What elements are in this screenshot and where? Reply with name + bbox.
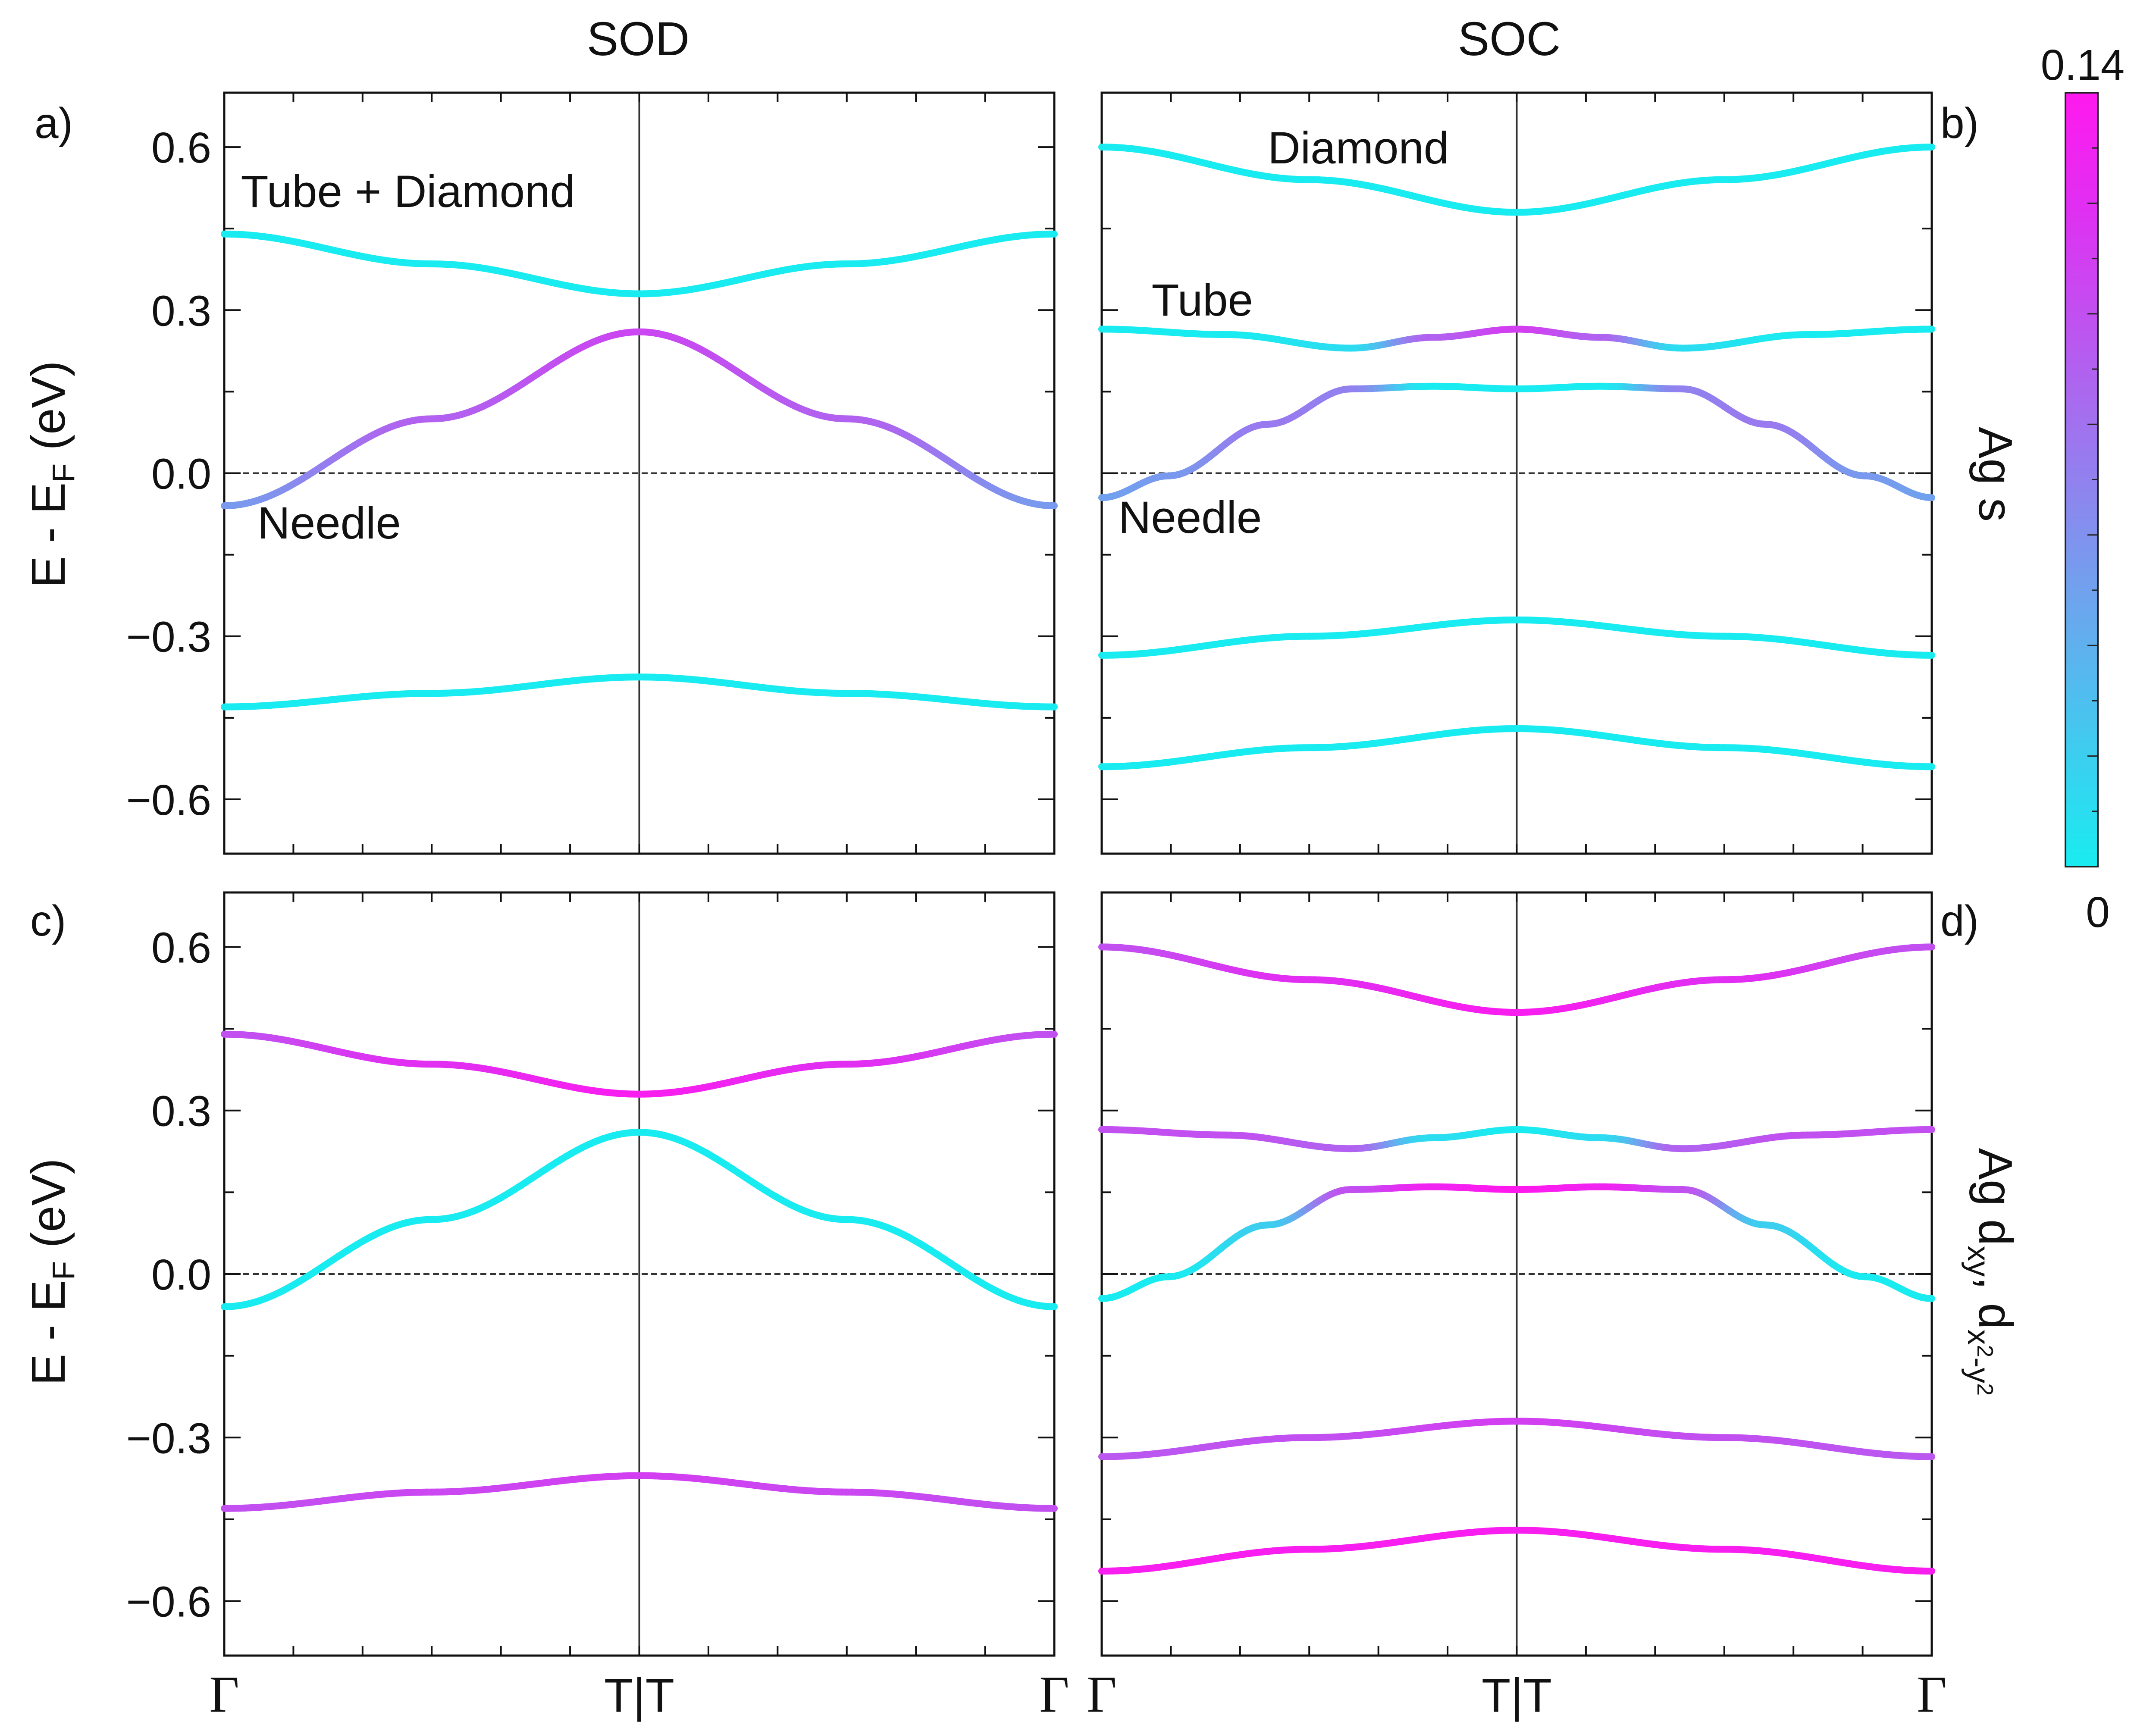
column-title-soc: SOC [1458,13,1561,66]
y-tick-label: 0.6 [151,924,211,972]
band-3 [221,1030,1058,1098]
row-label-d-prefix: Ag d [1969,1148,2022,1246]
row-label-two-a: 2 [1972,1345,1997,1357]
band-3 [1098,1183,1935,1302]
band-1 [1098,1527,1935,1575]
band-segment [1923,494,1935,501]
ylabel-bottom-main: E - E [22,1280,75,1386]
band-annotation: Needle [1119,492,1262,543]
column-title-sod: SOD [587,13,689,66]
x-tick-label: Γ [1039,1666,1069,1723]
band-1 [221,673,1058,711]
panel-d: Γ T|T Γ [1087,891,1947,1723]
band-3 [221,230,1058,297]
panel-label-b: b) [1940,99,1979,147]
panel-label-c: c) [30,897,66,945]
row-label-xy: xy [1961,1246,1996,1277]
y-tick-label: −0.6 [126,1578,211,1626]
y-tick-label: 0.6 [151,124,211,172]
row-label-two-b: 2 [1972,1383,1997,1396]
colorbar-max-label: 0.14 [2041,41,2125,89]
ylabel-top-sub: F [47,463,81,482]
band-4 [1098,1126,1935,1152]
band-3 [1098,382,1935,501]
band-1 [1098,725,1935,770]
y-tick-label: −0.3 [126,613,211,661]
panel-label-d: d) [1940,897,1979,945]
ylabel-top: E - EF (eV) [22,361,81,588]
ylabel-top-unit: (eV) [22,361,75,463]
row-label-d: d [1969,1290,2022,1330]
x-tick-label: T|T [1482,1669,1552,1722]
x-tick-label: Γ [1087,1666,1116,1723]
band-2 [1098,616,1935,659]
y-tick-label: −0.3 [126,1414,211,1462]
row-label-ag-s: Ag s [1969,427,2022,522]
band-annotation: Needle [257,498,401,548]
y-tick-label: 0.3 [151,287,211,335]
colorbar-ticks [2087,92,2098,867]
panel-b: Diamond Tube Needle [1098,91,1935,855]
y-tick-label: −0.6 [126,776,211,824]
x-tick-label: T|T [604,1669,674,1722]
band-5 [1098,144,1935,216]
band-1 [221,1472,1058,1512]
row-label-comma: , [1969,1277,2022,1290]
panel-c: 0.6 0.3 0.0 −0.3 −0.6 Γ T|T Γ [126,891,1069,1723]
colorbar-min-label: 0 [2086,888,2110,936]
band-annotation: Tube + Diamond [241,166,575,217]
band-segment [1923,1295,1935,1302]
band-2 [221,1129,1058,1310]
band-annotation: Tube [1152,275,1253,326]
row-label-minus-y: -y [1961,1357,1996,1383]
ylabel-top-main: E - E [22,482,75,588]
row-label-ag-d: Ag dxy, dx2-y2 [1961,1148,2022,1396]
panel-label-a: a) [34,99,73,147]
band-2 [221,328,1058,510]
y-tick-label: 0.3 [151,1087,211,1136]
ylabel-bottom-sub: F [47,1261,81,1280]
band-annotation: Diamond [1268,123,1449,173]
band-5 [1098,943,1935,1016]
x-tick-label: Γ [1917,1666,1946,1723]
band-4 [1098,326,1935,352]
ylabel-bottom-unit: (eV) [22,1158,75,1261]
band-2 [1098,1418,1935,1460]
row-label-x: x [1961,1329,1996,1345]
y-tick-label: 0.0 [151,1251,211,1299]
ylabel-bottom: E - EF (eV) [22,1158,81,1386]
y-tick-label: 0.0 [151,450,211,498]
panel-a: 0.6 0.3 0.0 −0.3 −0.6 Tube + Diamond Needle [126,91,1058,855]
x-tick-label: Γ [209,1666,239,1723]
